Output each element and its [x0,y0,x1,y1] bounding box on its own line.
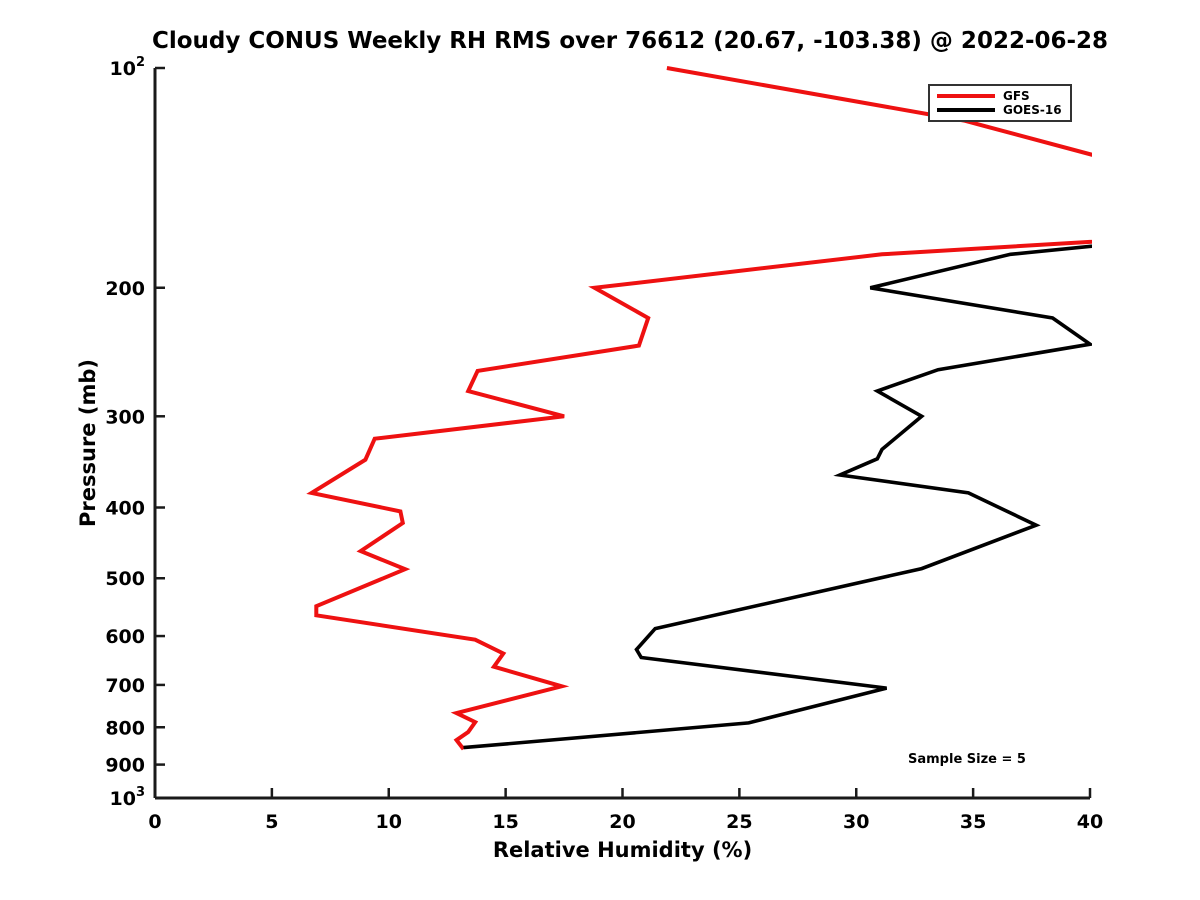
y-tick-label: 500 [105,568,145,590]
x-tick-label: 15 [492,811,518,833]
legend-label-gfs: GFS [1003,89,1030,103]
y-tick-label: 200 [105,278,145,300]
gfs-line [306,66,1092,751]
sample-size-annotation: Sample Size = 5 [908,752,1026,767]
y-tick-label: 600 [105,626,145,648]
x-tick-label: 10 [376,811,402,833]
x-tick-label: 30 [843,811,869,833]
y-axis-label: Pressure (mb) [76,359,100,527]
legend: GFS GOES-16 [928,84,1072,122]
legend-label-goes-16: GOES-16 [1003,103,1062,117]
y-tick-label: 400 [105,498,145,520]
y-tick-label: 700 [105,675,145,697]
x-axis: 0 5 10 15 20 25 30 35 40 [148,788,1103,833]
y-tick-label: 103 [110,785,146,810]
goes-16-line-swatch [937,108,995,112]
axes-spines [153,68,1090,800]
y-tick-label: 800 [105,717,145,739]
gfs-line-swatch [937,94,995,98]
x-tick-label: 35 [960,811,986,833]
y-tick-label: 300 [105,406,145,428]
x-tick-label: 25 [726,811,752,833]
y-tick-label: 102 [110,55,146,80]
x-axis-label: Relative Humidity (%) [492,838,753,862]
chart-title: Cloudy CONUS Weekly RH RMS over 76612 (2… [151,28,1109,54]
legend-row-gfs: GFS [937,90,1063,102]
x-tick-label: 20 [609,811,635,833]
x-tick-label: 40 [1077,811,1103,833]
y-tick-label: 900 [105,755,145,777]
y-axis: 102 200 300 400 500 600 700 800 900 103 [105,55,165,810]
legend-row-goes-16: GOES-16 [937,104,1063,116]
x-tick-label: 5 [265,811,278,833]
x-tick-label: 0 [148,811,161,833]
goes-16-line [463,244,1092,750]
series-group [306,66,1092,751]
